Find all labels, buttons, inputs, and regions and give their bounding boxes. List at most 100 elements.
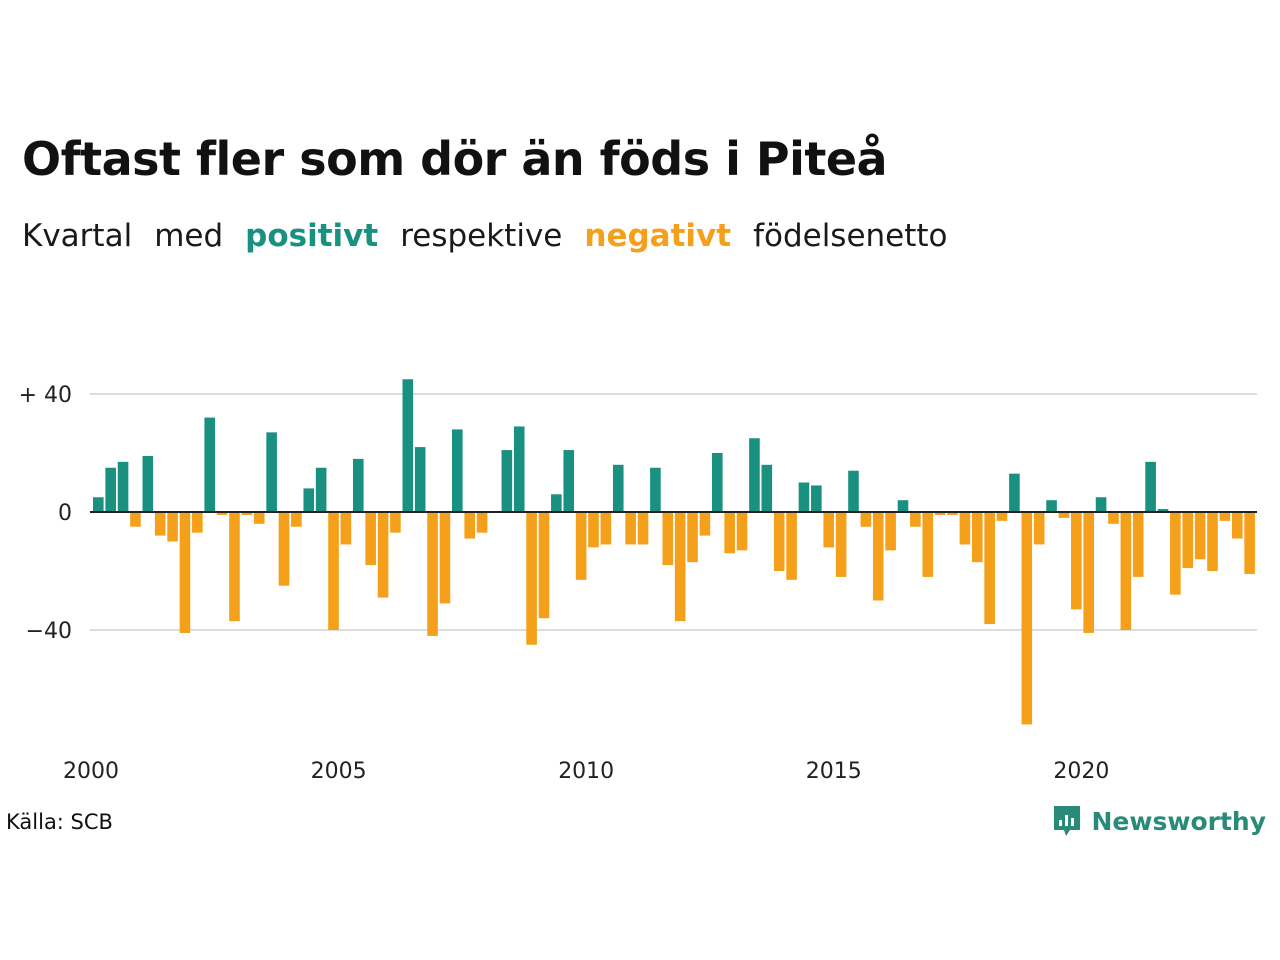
bar xyxy=(390,512,401,533)
bar xyxy=(650,467,661,512)
bar xyxy=(674,512,686,622)
bar xyxy=(563,450,575,512)
legend-positive-label: positivt xyxy=(245,218,379,254)
bar xyxy=(1231,512,1243,539)
x-tick-label: 2005 xyxy=(311,759,367,784)
subtitle-word-fodelsenetto: födelsenetto xyxy=(753,218,948,254)
bar xyxy=(402,379,414,512)
bar xyxy=(1058,512,1070,518)
bar xyxy=(414,447,426,512)
bar xyxy=(291,512,302,527)
bar xyxy=(452,429,463,512)
bar xyxy=(538,512,550,619)
x-tick-label: 2000 xyxy=(63,759,119,784)
bar xyxy=(1132,512,1144,577)
bar xyxy=(117,461,129,512)
bar xyxy=(996,512,1008,521)
bar xyxy=(377,512,389,598)
bar xyxy=(1095,497,1107,512)
bar-chart-bubble-icon xyxy=(1053,806,1080,836)
bar xyxy=(1182,512,1194,569)
chart-subtitle: Kvartal med positivt respektive negativt föde… xyxy=(22,218,970,254)
bar xyxy=(241,512,253,515)
bar xyxy=(1219,512,1231,521)
bar xyxy=(761,464,773,512)
bar xyxy=(365,512,376,566)
bar xyxy=(328,512,339,630)
bar xyxy=(1009,473,1020,512)
bar xyxy=(897,500,909,512)
bar-chart: + 40 0 −40 2000 2005 2010 2015 2020 xyxy=(19,379,1257,784)
legend-negative-label: negativt xyxy=(584,218,732,254)
bar xyxy=(253,512,265,524)
bar xyxy=(934,512,946,515)
y-tick-label: 0 xyxy=(58,501,72,526)
bar xyxy=(142,455,154,512)
bar xyxy=(588,512,599,548)
x-tick-label: 2015 xyxy=(806,759,862,784)
bar xyxy=(93,497,104,512)
bar xyxy=(947,512,958,515)
bar xyxy=(439,512,451,604)
bar xyxy=(786,512,797,580)
bar xyxy=(303,488,315,512)
y-tick-label: + 40 xyxy=(19,383,72,408)
bar xyxy=(1194,512,1206,560)
bar xyxy=(687,512,698,563)
bar xyxy=(130,512,141,527)
x-tick-label: 2010 xyxy=(558,759,614,784)
bar xyxy=(1108,512,1119,524)
bar xyxy=(105,467,116,512)
bar xyxy=(501,450,513,512)
bar xyxy=(885,512,896,551)
bar xyxy=(712,453,723,512)
bar xyxy=(1120,512,1132,630)
bar xyxy=(1170,512,1181,595)
source-note: Källa: SCB xyxy=(6,810,113,834)
x-tick-label: 2020 xyxy=(1053,759,1109,784)
bar xyxy=(216,512,228,515)
bar xyxy=(971,512,983,563)
brand-name: Newsworthy xyxy=(1091,806,1267,836)
bar xyxy=(811,485,822,512)
brand-logo: Newsworthy xyxy=(1052,804,1267,838)
bar xyxy=(612,464,624,512)
bar xyxy=(278,512,290,586)
bar xyxy=(1071,512,1082,610)
bar xyxy=(922,512,934,577)
bar xyxy=(823,512,835,548)
bar xyxy=(848,470,859,512)
bar xyxy=(637,512,649,545)
chart-title: Oftast fler som dör än föds i Piteå xyxy=(22,132,888,186)
bar xyxy=(266,432,277,512)
bar xyxy=(798,482,810,512)
bar xyxy=(736,512,748,551)
bar xyxy=(699,512,711,536)
subtitle-word-med: med xyxy=(154,218,224,254)
subtitle-word-respektive: respektive xyxy=(400,218,563,254)
bar xyxy=(1145,461,1156,512)
bar xyxy=(154,512,166,536)
bar xyxy=(872,512,884,601)
bar xyxy=(984,512,995,625)
bar xyxy=(229,512,240,622)
bar xyxy=(427,512,438,636)
bar xyxy=(910,512,921,527)
bar xyxy=(204,417,216,512)
bar xyxy=(179,512,191,633)
bar xyxy=(1244,512,1255,574)
subtitle-word-kvartal: Kvartal xyxy=(22,218,133,254)
bar xyxy=(464,512,475,539)
bar xyxy=(526,512,537,645)
bar xyxy=(1157,509,1169,512)
bar xyxy=(724,512,735,554)
bar xyxy=(167,512,178,542)
bar xyxy=(662,512,674,566)
bar xyxy=(513,426,525,512)
bar xyxy=(352,458,364,512)
bar xyxy=(835,512,847,577)
bar xyxy=(551,494,562,512)
y-tick-label: −40 xyxy=(26,619,72,644)
bar xyxy=(340,512,352,545)
bar xyxy=(749,438,760,512)
